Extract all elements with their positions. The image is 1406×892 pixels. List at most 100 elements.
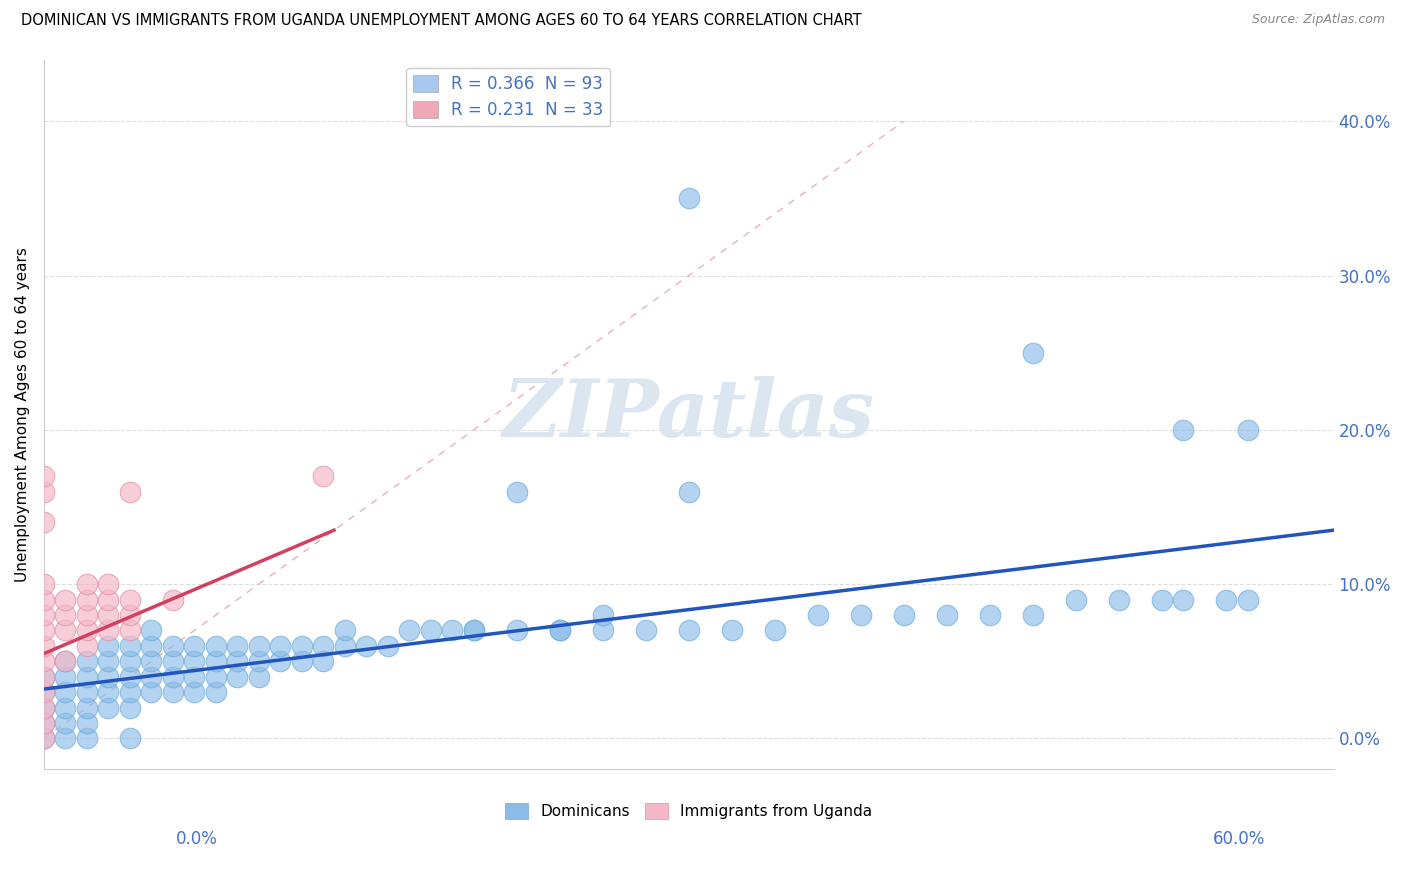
Point [269,639,291,653]
Point [205,639,228,653]
Point [247,639,270,653]
Point [76,654,98,668]
Point [55,670,77,684]
Point [678,484,700,499]
Point [118,700,141,714]
Point [183,685,205,699]
Point [32,716,55,731]
Point [97,592,120,607]
Point [548,624,571,638]
Point [141,624,163,638]
Point [849,607,872,622]
Point [979,607,1001,622]
Point [162,685,184,699]
Point [463,624,485,638]
Point [32,731,55,746]
Point [333,639,356,653]
Point [247,654,270,668]
Point [76,731,98,746]
Point [291,639,314,653]
Point [118,639,141,653]
Point [398,624,420,638]
Point [269,654,291,668]
Point [55,731,77,746]
Point [1108,592,1130,607]
Point [76,624,98,638]
Point [592,607,614,622]
Point [419,624,441,638]
Point [76,700,98,714]
Point [97,685,120,699]
Text: 0.0%: 0.0% [176,830,218,847]
Point [162,639,184,653]
Point [76,685,98,699]
Point [76,607,98,622]
Point [76,716,98,731]
Point [32,607,55,622]
Point [183,670,205,684]
Point [32,592,55,607]
Y-axis label: Unemployment Among Ages 60 to 64 years: Unemployment Among Ages 60 to 64 years [15,247,30,582]
Point [634,624,657,638]
Legend: Dominicans, Immigrants from Uganda: Dominicans, Immigrants from Uganda [499,797,879,825]
Point [226,654,249,668]
Point [893,607,915,622]
Point [1236,592,1258,607]
Point [32,716,55,731]
Point [205,654,228,668]
Point [118,685,141,699]
Point [141,654,163,668]
Point [807,607,830,622]
Point [1021,607,1043,622]
Point [76,639,98,653]
Point [1215,592,1237,607]
Point [55,607,77,622]
Point [162,654,184,668]
Point [55,700,77,714]
Point [97,670,120,684]
Point [118,654,141,668]
Point [55,654,77,668]
Point [32,670,55,684]
Text: Source: ZipAtlas.com: Source: ZipAtlas.com [1251,13,1385,27]
Point [76,592,98,607]
Point [97,624,120,638]
Point [1064,592,1087,607]
Point [97,607,120,622]
Point [32,685,55,699]
Point [548,624,571,638]
Point [1173,592,1195,607]
Point [32,685,55,699]
Point [55,654,77,668]
Point [291,654,314,668]
Point [377,639,399,653]
Point [32,700,55,714]
Point [141,685,163,699]
Point [506,624,529,638]
Text: DOMINICAN VS IMMIGRANTS FROM UGANDA UNEMPLOYMENT AMONG AGES 60 TO 64 YEARS CORRE: DOMINICAN VS IMMIGRANTS FROM UGANDA UNEM… [21,13,862,29]
Text: ZIPatlas: ZIPatlas [503,376,875,453]
Point [32,654,55,668]
Point [32,624,55,638]
Point [678,191,700,205]
Point [141,670,163,684]
Point [678,624,700,638]
Point [1021,345,1043,359]
Point [356,639,378,653]
Point [162,670,184,684]
Point [97,639,120,653]
Point [118,607,141,622]
Point [32,516,55,530]
Point [32,670,55,684]
Point [55,716,77,731]
Point [1236,423,1258,437]
Point [226,670,249,684]
Point [118,592,141,607]
Point [592,624,614,638]
Point [97,654,120,668]
Point [32,577,55,591]
Point [55,592,77,607]
Point [32,639,55,653]
Point [118,670,141,684]
Point [55,685,77,699]
